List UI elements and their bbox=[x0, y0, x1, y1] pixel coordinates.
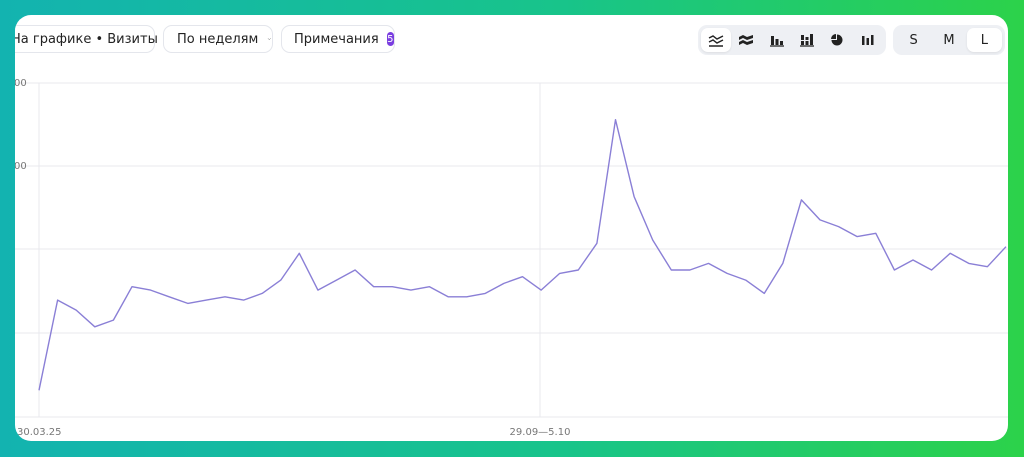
line-chart: 00 00 30.03.25 29.09—5.10 bbox=[15, 78, 1008, 438]
size-l-button[interactable]: L bbox=[966, 28, 1002, 52]
chart-card: 00 00 30.03.25 29.09—5.10 На графике • Виз… bbox=[15, 15, 1008, 441]
x-tick-label: 29.09—5.10 bbox=[510, 427, 571, 438]
y-tick-label: 00 bbox=[15, 78, 27, 89]
bar-grouped-icon bbox=[861, 35, 874, 45]
chart-type-pie[interactable] bbox=[822, 28, 852, 52]
chart-type-bar-grouped[interactable] bbox=[853, 28, 883, 52]
visits-series-line bbox=[38, 118, 1007, 391]
notes-label: Примечания bbox=[294, 31, 379, 47]
line-icon bbox=[708, 35, 724, 47]
metric-select[interactable]: На графике • Визиты bbox=[15, 25, 158, 53]
bar-icon bbox=[769, 36, 784, 47]
chart-size-switcher: S M L bbox=[893, 25, 1005, 55]
metric-select-label: На графике • Визиты bbox=[15, 31, 158, 47]
bar-stacked-icon bbox=[800, 34, 815, 47]
notes-count-badge: 5 bbox=[386, 32, 394, 46]
chart-type-switcher bbox=[698, 25, 886, 55]
period-select[interactable]: По неделям bbox=[163, 25, 273, 53]
area-stacked-icon bbox=[739, 35, 754, 45]
chart-type-line[interactable] bbox=[701, 28, 732, 52]
size-m-button[interactable]: M bbox=[943, 32, 955, 48]
chart-type-bar-stacked[interactable] bbox=[792, 28, 822, 52]
y-tick-label: 00 bbox=[15, 161, 27, 172]
size-s-button[interactable]: S bbox=[909, 32, 918, 48]
chevron-down-icon bbox=[268, 38, 272, 41]
period-select-label: По неделям bbox=[177, 31, 259, 47]
pie-icon bbox=[831, 34, 843, 46]
chart-type-bar[interactable] bbox=[762, 28, 792, 52]
x-tick-label: 30.03.25 bbox=[17, 427, 62, 438]
notes-button[interactable]: Примечания 5 bbox=[281, 25, 395, 53]
chart-type-area-stacked[interactable] bbox=[731, 28, 761, 52]
chart-toolbar: На графике • Визиты По неделям Примечани… bbox=[15, 25, 1008, 55]
